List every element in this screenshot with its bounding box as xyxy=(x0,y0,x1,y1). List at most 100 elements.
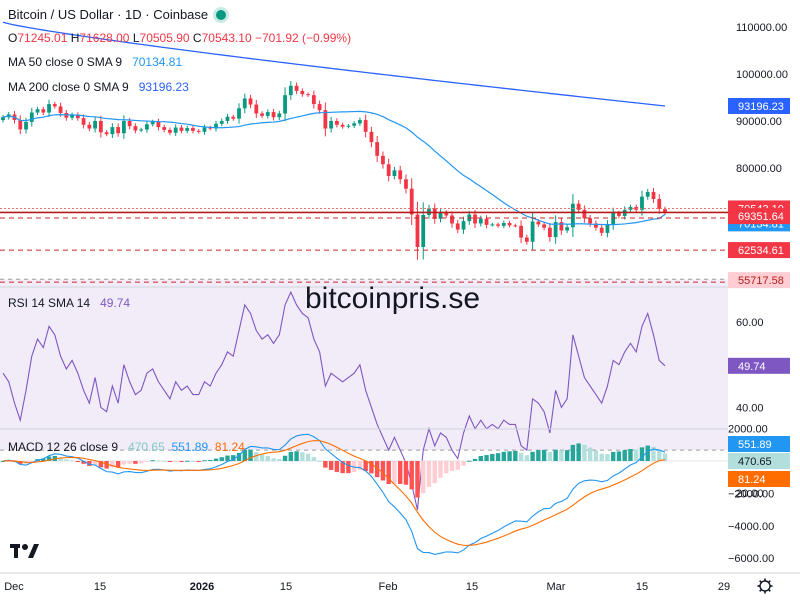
candle-down xyxy=(317,104,322,111)
candle-up xyxy=(553,222,558,238)
macd-hist-bar xyxy=(484,455,489,461)
macd-hist-bar xyxy=(634,449,639,461)
macd-hist-bar xyxy=(374,461,380,478)
candle-down xyxy=(369,131,374,143)
macd-hist-bar xyxy=(530,451,535,461)
level2-price-label-bg xyxy=(728,242,790,259)
macd-hist-bar xyxy=(121,461,127,465)
candle-down xyxy=(18,120,23,130)
macd-hist-bar xyxy=(455,461,460,470)
rsi-line xyxy=(2,290,666,511)
candle-down xyxy=(260,113,264,116)
macd-hist-bar xyxy=(369,461,374,474)
candle-up xyxy=(628,207,633,210)
macd-hist-bar xyxy=(98,461,104,468)
ma50-legend[interactable]: MA 50 close 0 SMA 9 70134.81 xyxy=(8,55,182,69)
macd-hist-bar xyxy=(208,459,213,461)
macd-hist-bar xyxy=(495,453,501,461)
macd-hist-bar xyxy=(311,457,317,461)
macd-hist-bar xyxy=(29,461,34,462)
candle-up xyxy=(277,113,282,118)
macd-hist-bar xyxy=(501,451,507,461)
gear-icon-tooth xyxy=(759,580,763,584)
level2-price-label: 62534.61 xyxy=(738,245,784,257)
macd-legend-hist: 470.65 xyxy=(128,440,165,454)
macd-hist-label: 470.65 xyxy=(738,456,772,468)
macd-hist-bar xyxy=(104,461,109,469)
low-value: 70505.90 xyxy=(139,31,190,45)
high-value: 71628.00 xyxy=(79,31,130,45)
macd-hist-bar xyxy=(593,450,599,461)
macd-hist-bar xyxy=(587,447,593,461)
candle-down xyxy=(444,212,449,216)
macd-hist-bar xyxy=(610,451,616,461)
macd-hist-bar xyxy=(323,461,328,468)
price-axis-tick: 80000.00 xyxy=(736,163,782,175)
macd-hist-bar xyxy=(472,458,478,461)
candle-down xyxy=(547,227,552,238)
candle-down xyxy=(104,132,109,135)
candle-down xyxy=(415,214,420,247)
candle-up xyxy=(329,121,334,129)
macd-legend[interactable]: MACD 12 26 close 9 470.65 551.89 81.24 xyxy=(8,440,245,454)
rsi-legend[interactable]: RSI 14 SMA 14 49.74 xyxy=(8,296,130,310)
macd-hist-bar xyxy=(651,446,656,461)
ma200-price-label: 93196.23 xyxy=(738,101,784,113)
candle-up xyxy=(47,104,51,113)
macd-hist-bar xyxy=(115,461,121,468)
rsi-value-label-bg xyxy=(728,357,790,374)
macd-hist-bar xyxy=(225,455,230,461)
tradingview-logo-icon[interactable] xyxy=(10,540,40,562)
macd-hist-bar xyxy=(185,460,190,462)
macd-hist-bar xyxy=(461,461,466,466)
macd-hist-bar xyxy=(582,444,587,461)
macd-hist-bar xyxy=(92,461,98,466)
candle-up xyxy=(570,203,575,228)
macd-hist-bar xyxy=(564,450,570,461)
time-axis-tick: 15 xyxy=(466,581,478,593)
candle-down xyxy=(519,225,523,238)
candle-down xyxy=(663,209,667,213)
macd-hist-bar xyxy=(64,459,69,461)
macd-hist-bar xyxy=(421,461,426,494)
ma200-legend-value: 93196.23 xyxy=(138,80,189,94)
low-label: L xyxy=(132,31,140,45)
gear-icon[interactable] xyxy=(757,578,773,594)
candle-down xyxy=(208,127,213,129)
candle-up xyxy=(640,196,644,210)
rsi-legend-name: RSI 14 SMA 14 xyxy=(8,296,91,310)
macd-hist-bar xyxy=(277,459,282,461)
macd-axis-tick: 2000.00 xyxy=(728,424,768,436)
macd-hist-bar xyxy=(242,449,247,461)
macd-hist-bar xyxy=(357,461,363,471)
candle-up xyxy=(530,221,535,242)
live-status-icon xyxy=(216,10,227,20)
candle-up xyxy=(358,120,362,124)
macd-hist-bar xyxy=(305,453,311,461)
candle-down xyxy=(300,90,305,95)
candle-up xyxy=(29,112,34,122)
macd-hist-bar xyxy=(271,458,276,461)
time-axis-tick: 15 xyxy=(636,581,648,593)
candle-down xyxy=(52,104,57,107)
candle-up xyxy=(110,127,115,135)
macd-hist-bar xyxy=(196,461,201,462)
macd-hist-bar xyxy=(167,461,173,462)
candle-down xyxy=(617,213,621,216)
macd-hist-bar xyxy=(202,460,207,462)
macd-hist-bar xyxy=(363,461,368,472)
macd-hist-bar xyxy=(265,456,270,461)
macd-hist-bar xyxy=(662,453,668,461)
macd-hist-bar xyxy=(599,453,604,461)
gear-icon-tooth xyxy=(767,588,771,592)
macd-hist-bar xyxy=(541,449,547,461)
macd-hist-bar xyxy=(231,455,236,461)
rsi-pane xyxy=(2,290,666,511)
macd-hist-bar xyxy=(236,452,242,461)
macd-hist-bar xyxy=(605,454,610,461)
macd-hist-bar xyxy=(415,461,420,498)
level3-price-label-bg xyxy=(728,272,790,289)
price-axis-tick: 100000.00 xyxy=(736,69,788,81)
ma200-legend[interactable]: MA 200 close 0 SMA 9 93196.23 xyxy=(8,80,189,94)
